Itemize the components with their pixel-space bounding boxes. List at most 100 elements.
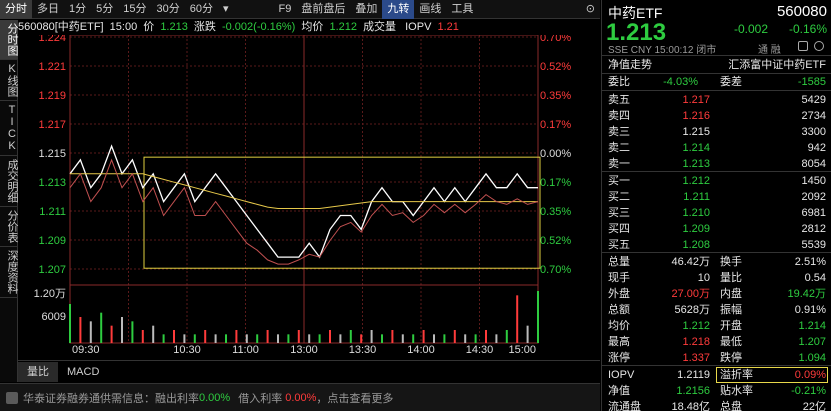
weibi-label: 委比 bbox=[608, 76, 630, 88]
intraday-chart[interactable]: 1.224 0.70% 1.221 0.52% 1.219 0.35% 1.217 0.17%… bbox=[18, 35, 600, 355]
volume-bar bbox=[308, 334, 311, 343]
news-ticker[interactable]: 华泰证券融券通供需信息：融出利率 0.00% 借入利率 0.00% ，点击查看更… bbox=[0, 383, 600, 411]
y-tick-right: 0.52% bbox=[540, 61, 571, 73]
x-tick: 15:00 bbox=[508, 344, 536, 355]
period-tab-3[interactable]: 5分 bbox=[96, 2, 114, 15]
side-tab-1[interactable]: K线图 bbox=[0, 60, 18, 101]
asks-price: 1.217 bbox=[682, 94, 710, 106]
bids-row[interactable]: 买五 1.208 5539 bbox=[602, 237, 831, 253]
asks-row[interactable]: 卖三 1.215 3300 bbox=[602, 124, 831, 140]
iopv_rows-row: IOPV 1.2119 溢折率 0.09% bbox=[602, 367, 831, 383]
bids-row[interactable]: 买四 1.209 2812 bbox=[602, 221, 831, 237]
asks-row[interactable]: 卖一 1.213 8054 bbox=[602, 156, 831, 172]
ticker-mid: 借入利率 bbox=[238, 392, 283, 405]
stats-value: 5628万 bbox=[674, 304, 710, 316]
volume-bar bbox=[433, 334, 435, 343]
indicator-tab-0[interactable]: 量比 bbox=[18, 361, 58, 382]
iopv_rows-value: 1.2156 bbox=[676, 385, 710, 397]
bids-price: 1.211 bbox=[683, 191, 710, 203]
ticker-tail[interactable]: ，点击查看更多 bbox=[316, 392, 394, 405]
period-tab-12[interactable]: 画线 bbox=[419, 2, 442, 15]
bids-volume: 6981 bbox=[801, 207, 826, 219]
period-tab-4[interactable]: 15分 bbox=[123, 2, 147, 15]
ticker-text: 华泰证券融券通供需信息：融出利率 bbox=[23, 392, 199, 405]
side-tab-0[interactable]: 分时图 bbox=[0, 20, 18, 60]
weicha-label: 委差 bbox=[720, 76, 742, 88]
pin-icon[interactable] bbox=[798, 41, 808, 51]
y-tick-left: 1.219 bbox=[38, 90, 66, 102]
volume-bar bbox=[162, 334, 165, 343]
y-tick-left: 1.211 bbox=[39, 206, 66, 218]
asks-label: 卖二 bbox=[608, 142, 630, 154]
quote-info-line: 560080[中药ETF] 15:00 价 1.213 涨跌 -0.002(-0… bbox=[18, 19, 600, 35]
x-tick: 13:00 bbox=[290, 344, 318, 355]
volume-bar bbox=[235, 330, 238, 343]
y-tick-left: 1.207 bbox=[38, 264, 66, 276]
stats-label: 最高 bbox=[608, 336, 630, 348]
iopv_rows-label: IOPV bbox=[608, 369, 635, 381]
period-tab-6[interactable]: 60分 bbox=[189, 2, 213, 15]
asks-volume: 3300 bbox=[801, 126, 826, 138]
asks-row[interactable]: 卖四 1.216 2734 bbox=[602, 108, 831, 124]
y-tick-right: 0.52% bbox=[540, 235, 571, 247]
volume-bar bbox=[339, 334, 342, 343]
period-tab-13[interactable]: 工具 bbox=[451, 2, 474, 15]
period-tab-1[interactable]: 多日 bbox=[37, 2, 59, 15]
big-change: -0.002 bbox=[734, 22, 769, 36]
period-tab-0[interactable]: 分时 bbox=[0, 0, 32, 19]
iopv_rows-value: 1.2119 bbox=[677, 369, 710, 381]
period-tab-5[interactable]: 30分 bbox=[156, 2, 180, 15]
y-tick-right: 0.00% bbox=[540, 148, 571, 160]
side-tab-2[interactable]: TICK bbox=[0, 101, 18, 156]
bids-row[interactable]: 买三 1.210 6981 bbox=[602, 205, 831, 221]
indicator-tab-1[interactable]: MACD bbox=[67, 365, 100, 378]
weibi-row: 委比 -4.03% 委差 -1585 bbox=[602, 74, 831, 90]
bids-label: 买四 bbox=[608, 223, 630, 235]
x-tick: 10:30 bbox=[173, 344, 201, 355]
asks-volume: 942 bbox=[807, 142, 826, 154]
volume-bar bbox=[422, 330, 425, 343]
bids-volume: 2812 bbox=[801, 223, 826, 235]
premium-highlight-box bbox=[716, 367, 828, 383]
period-tab-9[interactable]: 盘前盘后 bbox=[301, 2, 346, 15]
x-tick: 11:00 bbox=[232, 344, 259, 355]
period-tab-2[interactable]: 1分 bbox=[69, 2, 87, 15]
bids-row[interactable]: 买二 1.211 2092 bbox=[602, 189, 831, 205]
period-tab-10[interactable]: 叠加 bbox=[355, 2, 378, 15]
bids-row[interactable]: 买一 1.212 1450 bbox=[602, 173, 831, 189]
period-tab-11[interactable]: 九转 bbox=[382, 0, 415, 19]
asks-label: 卖一 bbox=[608, 158, 630, 170]
volume-bar bbox=[245, 334, 248, 343]
volume-bar bbox=[474, 334, 477, 343]
asks-row[interactable]: 卖二 1.214 942 bbox=[602, 140, 831, 156]
stats-value2: 0.54 bbox=[804, 272, 826, 284]
y-tick-left: 1.224 bbox=[38, 35, 66, 44]
y-tick-right: 0.35% bbox=[540, 206, 571, 218]
stats-value2: 2.51% bbox=[794, 256, 826, 268]
period-tab-14[interactable]: ⊙ bbox=[585, 2, 595, 15]
y-tick-left: 1.217 bbox=[38, 119, 66, 131]
period-tab-8[interactable]: F9 bbox=[278, 2, 292, 15]
asks-label: 卖四 bbox=[608, 110, 630, 122]
nav-row[interactable]: 净值走势 汇添富中证中药ETF bbox=[602, 57, 831, 73]
market-meta: SSE CNY 15:00:12 闭市 bbox=[608, 45, 717, 56]
asks-row[interactable]: 卖五 1.217 5429 bbox=[602, 92, 831, 108]
iopv_rows-value: 18.48亿 bbox=[671, 401, 710, 411]
stats-label: 现手 bbox=[608, 272, 630, 284]
period-tab-7[interactable]: ▾ bbox=[223, 2, 229, 15]
volume-bar bbox=[381, 334, 383, 343]
stats-value: 1.337 bbox=[682, 352, 710, 364]
price-value: 1.213 bbox=[160, 21, 188, 33]
settings-icon[interactable] bbox=[814, 41, 824, 51]
side-tab-3[interactable]: 成交明细 bbox=[0, 156, 18, 207]
asks-volume: 2734 bbox=[801, 110, 826, 122]
iopv_rows-label: 流通盘 bbox=[608, 401, 641, 411]
side-tab-4[interactable]: 分价表 bbox=[0, 207, 18, 247]
nav-label: 净值走势 bbox=[608, 59, 652, 71]
stats-value2: 1.214 bbox=[798, 320, 826, 332]
volume-bar bbox=[412, 334, 415, 343]
weibi-value: -4.03% bbox=[663, 76, 698, 88]
stats-label: 均价 bbox=[608, 320, 630, 332]
side-tab-5[interactable]: 深度资料 bbox=[0, 247, 18, 298]
avg-price-line bbox=[70, 173, 538, 209]
